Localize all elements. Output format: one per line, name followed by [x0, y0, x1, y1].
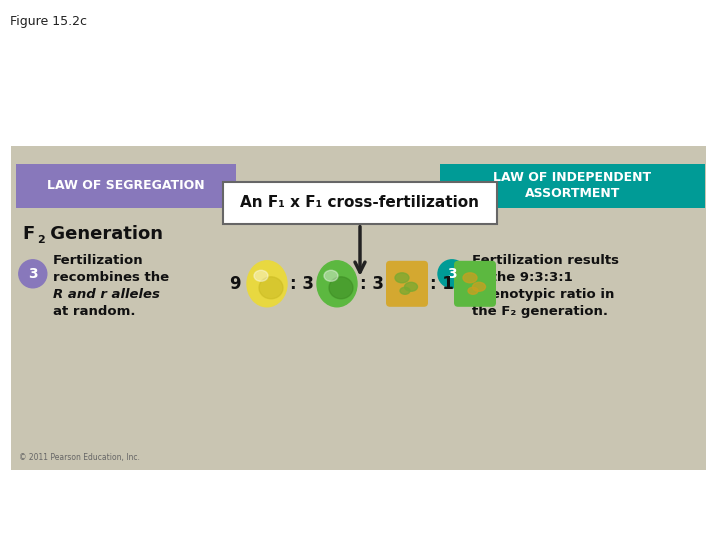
Text: An F₁ x F₁ cross-fertilization: An F₁ x F₁ cross-fertilization [240, 195, 480, 210]
Text: recombines the: recombines the [53, 271, 169, 284]
FancyBboxPatch shape [454, 261, 496, 307]
FancyBboxPatch shape [16, 164, 236, 208]
Text: in the 9:3:3:1: in the 9:3:3:1 [472, 271, 572, 284]
Text: at random.: at random. [53, 305, 135, 318]
FancyBboxPatch shape [440, 164, 705, 208]
Text: R and r alleles: R and r alleles [53, 288, 160, 301]
Text: 9: 9 [230, 275, 241, 293]
Ellipse shape [400, 287, 410, 294]
Text: LAW OF INDEPENDENT
ASSORTMENT: LAW OF INDEPENDENT ASSORTMENT [493, 171, 652, 200]
FancyBboxPatch shape [11, 146, 706, 470]
Text: : 3: : 3 [290, 275, 314, 293]
Text: 3: 3 [447, 267, 456, 281]
FancyBboxPatch shape [223, 182, 497, 224]
Text: Generation: Generation [44, 225, 163, 243]
Ellipse shape [329, 277, 353, 299]
Text: R and r alleles: R and r alleles [53, 288, 160, 301]
Ellipse shape [468, 287, 478, 294]
Ellipse shape [405, 282, 418, 291]
Text: Fertilization results: Fertilization results [472, 254, 619, 267]
Ellipse shape [317, 261, 357, 307]
Text: LAW OF SEGREGATION: LAW OF SEGREGATION [47, 179, 204, 192]
Text: phenotypic ratio in: phenotypic ratio in [472, 288, 614, 301]
Ellipse shape [395, 273, 409, 283]
Text: 3: 3 [28, 267, 37, 281]
Ellipse shape [254, 271, 268, 281]
Ellipse shape [247, 261, 287, 307]
Text: © 2011 Pearson Education, Inc.: © 2011 Pearson Education, Inc. [19, 453, 140, 462]
Ellipse shape [472, 282, 485, 291]
Text: F: F [23, 225, 35, 243]
Text: : 1: : 1 [430, 275, 454, 293]
Text: 2: 2 [37, 235, 45, 245]
Ellipse shape [463, 273, 477, 283]
FancyBboxPatch shape [386, 261, 428, 307]
Text: the F₂ generation.: the F₂ generation. [472, 305, 608, 318]
Text: Fertilization: Fertilization [53, 254, 143, 267]
Circle shape [19, 260, 47, 288]
Circle shape [438, 260, 466, 288]
Text: : 3: : 3 [360, 275, 384, 293]
Text: Figure 15.2c: Figure 15.2c [10, 15, 87, 28]
Ellipse shape [259, 277, 283, 299]
Ellipse shape [324, 271, 338, 281]
